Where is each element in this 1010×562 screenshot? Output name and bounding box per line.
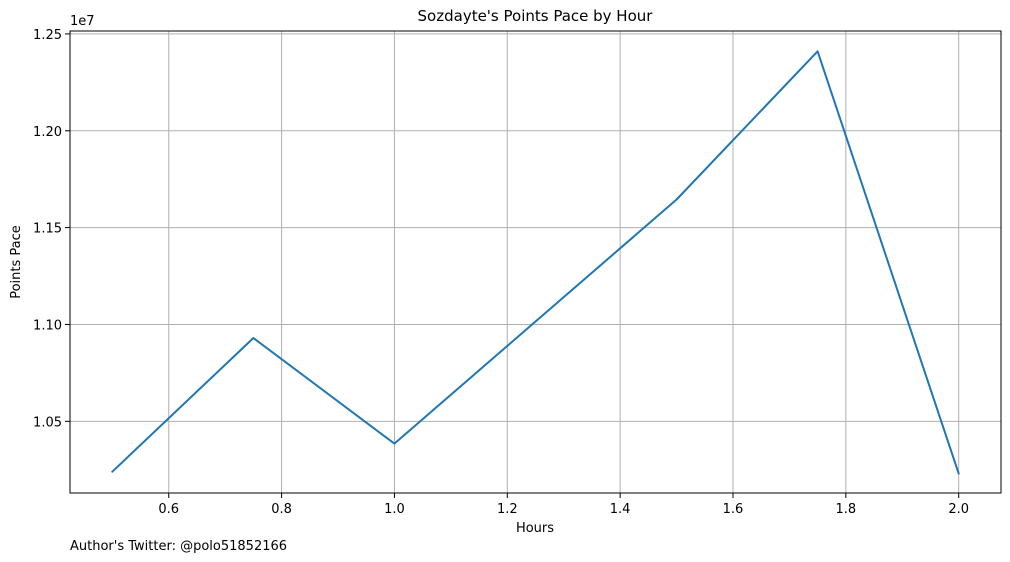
x-tick-label: 1.8 xyxy=(835,502,856,517)
x-tick-label: 2.0 xyxy=(948,502,969,517)
y-axis-title: Points Pace xyxy=(9,225,24,299)
chart-title: Sozdayte's Points Pace by Hour xyxy=(418,7,654,25)
y-tick-label: 1.15 xyxy=(33,222,62,237)
grid-layer xyxy=(70,31,1001,493)
y-tick-label: 1.20 xyxy=(33,125,62,140)
y-axis-scale-label: 1e7 xyxy=(70,14,95,29)
x-tick-label: 1.0 xyxy=(384,502,405,517)
y-tick-label: 1.05 xyxy=(33,415,62,430)
x-tick-label: 0.8 xyxy=(271,502,292,517)
series-line xyxy=(111,50,960,475)
x-tick-label: 1.4 xyxy=(610,502,631,517)
x-tick-label: 1.6 xyxy=(723,502,744,517)
series-layer xyxy=(111,50,960,475)
x-axis: 0.6 0.8 1.0 1.2 1.4 1.6 1.8 2.0 xyxy=(158,493,969,517)
y-tick-label: 1.25 xyxy=(33,28,62,43)
author-footnote: Author's Twitter: @polo51852166 xyxy=(70,539,287,554)
x-tick-label: 1.2 xyxy=(497,502,518,517)
x-tick-label: 0.6 xyxy=(158,502,179,517)
x-axis-title: Hours xyxy=(516,521,554,536)
plot-frame xyxy=(69,30,1002,494)
y-axis: 1.05 1.10 1.15 1.20 1.25 xyxy=(33,28,70,430)
y-tick-label: 1.10 xyxy=(33,318,62,333)
